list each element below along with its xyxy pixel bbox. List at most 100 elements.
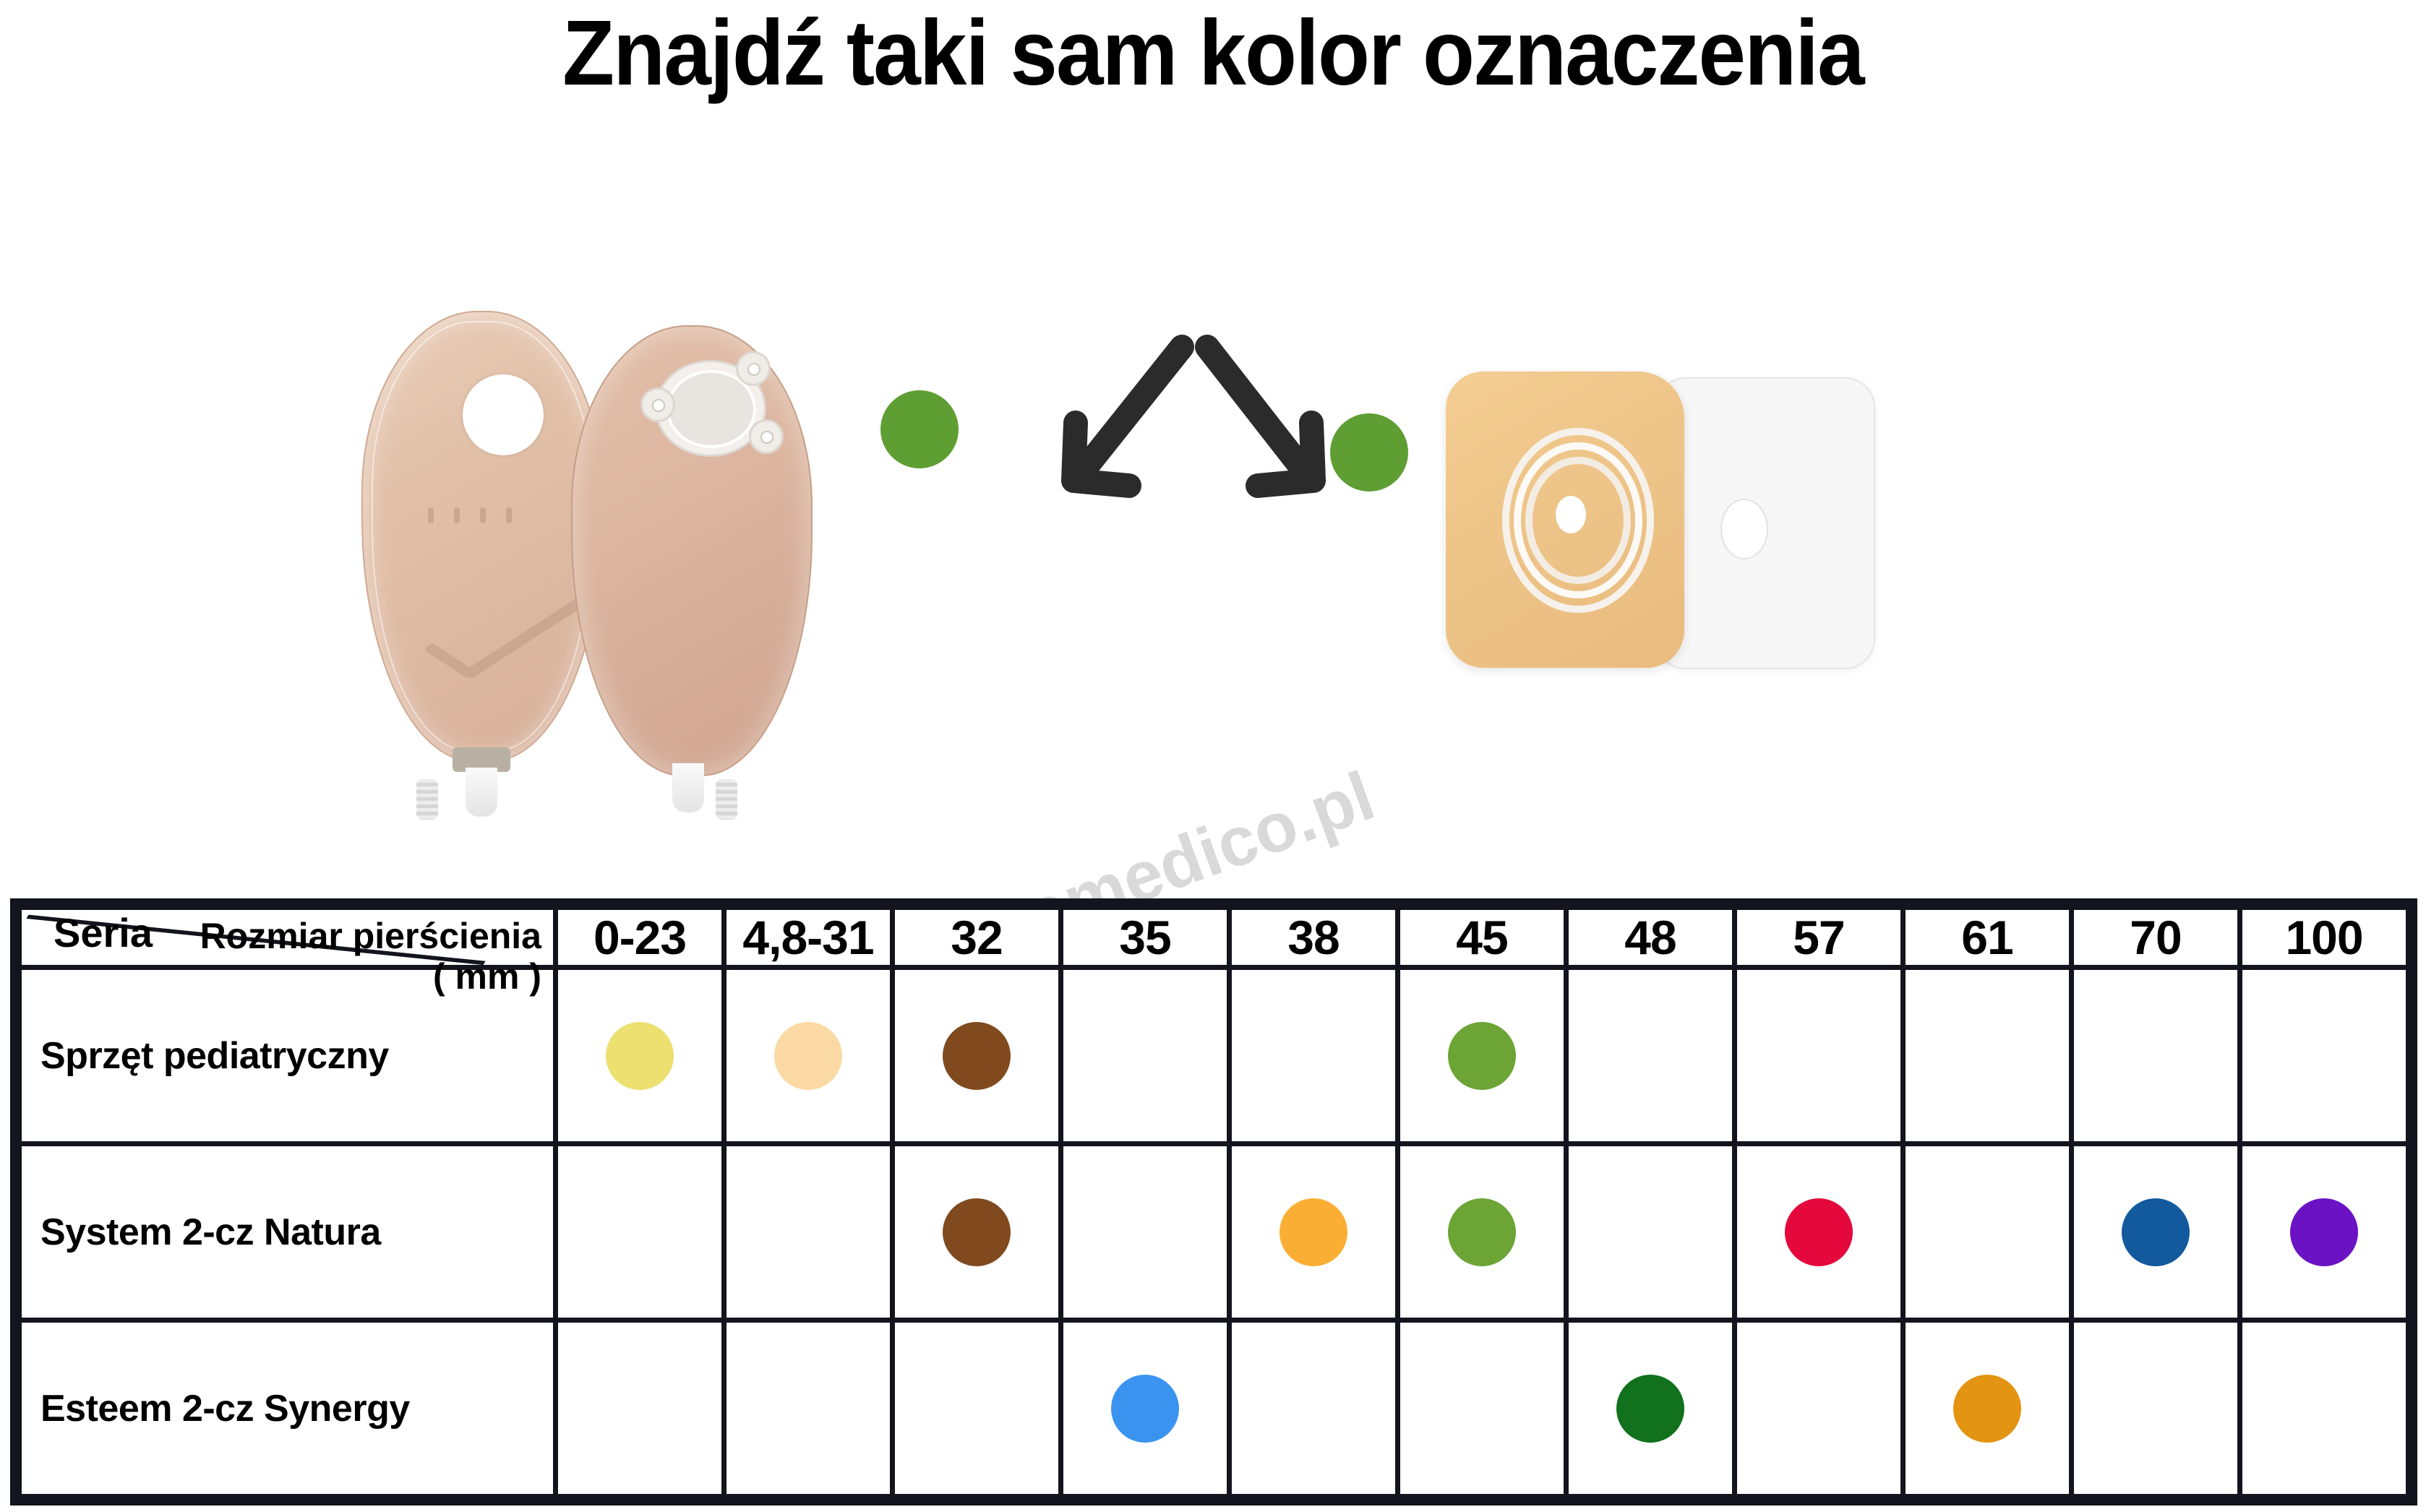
column-header-100: 100 [2242,910,2406,965]
cell-natura-70 [2074,1146,2237,1318]
pouch-drain-spout [672,763,704,812]
arrow-right-shaft [1195,335,1322,491]
corner-size-line1: Rozmiar pierścienia [200,916,541,956]
pouch-drain-plug [416,779,438,820]
flange-tab-left [640,387,675,422]
color-dot [774,1021,842,1090]
cell-synergy-48 [1569,1323,1732,1494]
color-coding-table: Rozmiar pierścienia ( mm ) Seria 0-23 4,… [10,898,2417,1505]
color-dot [2290,1198,2358,1266]
coupling-ring-outer [1502,428,1654,613]
skin-barrier-assembly [1439,361,1916,679]
column-header-32: 32 [895,910,1058,965]
cell-synergy-32 [895,1323,1058,1494]
corner-size-line2: ( mm ) [433,956,541,997]
cell-synergy-35 [1063,1323,1227,1494]
color-dot [2122,1198,2190,1266]
color-dot [1280,1198,1347,1266]
pouch-drain-plug [716,779,737,820]
table-row: System 2-cz Natura [22,1146,2406,1318]
cell-pediatric-61 [1906,970,2069,1141]
column-header-45: 45 [1400,910,1564,965]
corner-series-label: Seria [53,910,153,955]
pouch-tick [480,507,486,523]
table-row: Sprzęt pediatryczny [22,970,2406,1141]
pouch-stoma-opening [463,374,544,455]
cell-synergy-61 [1906,1323,2069,1494]
green-marker-dot-left [880,390,959,468]
table-header-row: Rozmiar pierścienia ( mm ) Seria 0-23 4,… [22,910,2406,997]
cell-natura-45 [1400,1146,1564,1318]
pouch-tick [454,507,460,523]
column-header-0-23: 0-23 [558,910,721,965]
cell-pediatric-57 [1737,970,1900,1141]
cell-synergy-38 [1232,1323,1395,1494]
cell-synergy-45 [1400,1323,1564,1494]
cell-natura-35 [1063,1146,1227,1318]
cell-natura-57 [1737,1146,1900,1318]
page-title: Znajdź taki sam kolor oznaczenia [562,1,1864,105]
cell-pediatric-70 [2074,970,2237,1141]
arrow-left-shaft [1065,335,1194,491]
cell-synergy-57 [1737,1323,1900,1494]
row-label-synergy: Esteem 2-cz Synergy [22,1323,553,1494]
cell-pediatric-38 [1232,970,1395,1141]
arrow-left-head [1061,411,1141,498]
cell-pediatric-35 [1063,970,1227,1141]
cell-natura-32 [895,1146,1058,1318]
pointing-arrows [998,325,1388,531]
table-row: Esteem 2-cz Synergy [22,1323,2406,1494]
cell-synergy-70 [2074,1323,2237,1494]
cell-pediatric-48 [1569,970,1732,1141]
cell-pediatric-4-8-31 [726,970,890,1141]
column-header-4-8-31: 4,8-31 [726,910,890,965]
cell-natura-38 [1232,1146,1395,1318]
color-dot [1953,1374,2021,1443]
ring-size-table: Rozmiar pierścienia ( mm ) Seria 0-23 4,… [17,905,2411,1499]
cell-natura-4-8-31 [726,1146,890,1318]
green-marker-dot-right [1330,413,1408,491]
coupling-ring-inner [1525,457,1631,584]
column-header-57: 57 [1737,910,1900,965]
color-dot [943,1021,1011,1090]
wafer-stoma-hole [1556,496,1586,533]
color-dot [1616,1374,1684,1443]
color-dot [943,1198,1011,1266]
cell-synergy-0-23 [558,1323,721,1494]
cell-pediatric-0-23 [558,970,721,1141]
cell-natura-0-23 [558,1146,721,1318]
urostomy-pouch-front [361,311,607,820]
urostomy-pouch-back [571,325,817,831]
cell-pediatric-45 [1400,970,1564,1141]
row-label-pediatric: Sprzęt pediatryczny [22,970,553,1141]
hero-illustration: ortomedico.pl [0,145,2426,987]
flange-tab-top [736,351,771,386]
barrier-backing-hole [1720,499,1768,559]
corner-size-label: Rozmiar pierścienia ( mm ) [200,916,541,997]
color-dot [1448,1021,1516,1090]
column-header-70: 70 [2074,910,2237,965]
cell-natura-61 [1906,1146,2069,1318]
table-corner-header: Rozmiar pierścienia ( mm ) Seria [22,910,553,997]
cell-synergy-100 [2242,1323,2406,1494]
column-header-61: 61 [1906,910,2069,965]
cell-pediatric-100 [2242,970,2406,1141]
column-header-48: 48 [1569,910,1732,965]
cell-natura-100 [2242,1146,2406,1318]
arrows-svg [1061,335,1326,498]
row-label-natura: System 2-cz Natura [22,1146,553,1318]
pouch-drain-spout [466,768,497,817]
pouch-tick [428,507,434,523]
color-dot [1785,1198,1853,1266]
coupling-ring-mid [1514,442,1642,598]
color-dot [1448,1198,1516,1266]
arrow-right-head [1246,411,1326,498]
color-dot [606,1021,674,1090]
cell-synergy-4-8-31 [726,1323,890,1494]
column-header-38: 38 [1232,910,1395,965]
cell-natura-48 [1569,1146,1732,1318]
column-header-35: 35 [1063,910,1227,965]
cell-pediatric-32 [895,970,1058,1141]
pouch-tick [506,507,512,523]
color-dot [1111,1374,1179,1443]
